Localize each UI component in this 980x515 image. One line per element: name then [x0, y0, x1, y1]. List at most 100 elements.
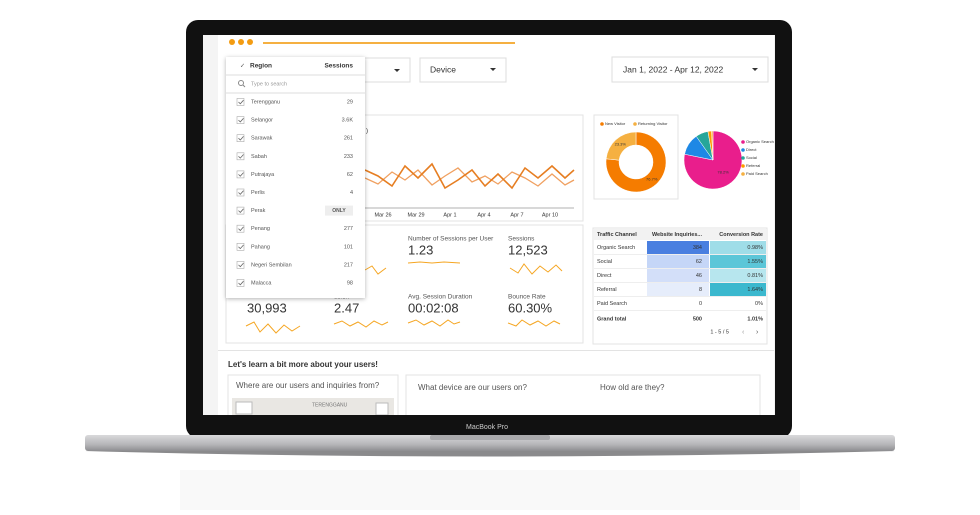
cell-bg: [710, 255, 766, 268]
legend-swatch: [741, 140, 745, 144]
sparkline: [507, 319, 561, 327]
table-cell: 46: [696, 273, 702, 279]
slice-label: 78.2%: [717, 169, 729, 174]
legend-swatch: [600, 122, 604, 126]
x-tick-label: Apr 4: [477, 212, 490, 218]
section-title: Let's learn a bit more about your users!: [228, 360, 378, 369]
legend-swatch: [741, 164, 745, 168]
check-mark: [238, 280, 244, 286]
search-input[interactable]: Type to search: [251, 81, 287, 87]
column-header: Traffic Channel: [597, 232, 637, 238]
sparkline: [364, 265, 387, 275]
checkbox[interactable]: [236, 98, 245, 106]
checkbox[interactable]: [236, 134, 245, 142]
metric-value: 30,993: [247, 300, 287, 315]
next-page[interactable]: ›: [756, 329, 759, 336]
x-tick-label: Apr 7: [510, 212, 523, 218]
legend-label: Social: [746, 155, 757, 160]
dot: [247, 39, 253, 45]
checkbox[interactable]: [236, 170, 245, 179]
prev-page[interactable]: ‹: [742, 329, 745, 336]
date-filter[interactable]: [611, 56, 769, 83]
device-filter-label: Device: [430, 64, 456, 74]
device-label: MacBook Pro: [466, 424, 508, 431]
series-line: [364, 162, 575, 190]
region-name: Perlis: [251, 190, 265, 196]
check-mark: [238, 244, 244, 250]
sparkline: [333, 320, 389, 328]
legend-label: New Visitor: [605, 121, 626, 126]
x-tick-label: Apr 10: [542, 212, 558, 218]
legend-label: Returning Visitor: [638, 121, 668, 126]
cell-bg: [647, 255, 709, 268]
location-button[interactable]: [235, 401, 253, 415]
cell-bg: [710, 297, 766, 310]
cell-bg: [710, 269, 766, 282]
slice-label: 76.7%: [646, 177, 658, 182]
check-mark: [238, 226, 244, 232]
region-name: Perak: [251, 208, 266, 214]
table-header: [594, 229, 766, 240]
check-mark: [238, 118, 244, 123]
arrow: [394, 69, 400, 72]
table-cell: Direct: [597, 273, 612, 279]
device-card-title: What device are our users on?: [418, 383, 527, 392]
table-cell: Organic Search: [597, 245, 635, 251]
region-name: Penang: [251, 226, 270, 232]
sparkline: [509, 263, 563, 275]
table-cell: 0.98%: [747, 245, 763, 251]
legend-label: Referral: [746, 163, 760, 168]
checkbox[interactable]: [236, 206, 245, 215]
legend-label: Organic Search: [746, 139, 774, 144]
device-filter[interactable]: [419, 57, 507, 83]
map-card-title: Where are our users and inquiries from?: [236, 381, 380, 390]
checkbox[interactable]: [236, 243, 245, 251]
checkbox[interactable]: [236, 261, 245, 269]
cell-bg: [647, 297, 709, 310]
only-button[interactable]: [325, 205, 353, 216]
reflection: [180, 470, 800, 510]
checkbox[interactable]: [236, 116, 245, 124]
date-range: Jan 1, 2022 - Apr 12, 2022: [623, 64, 723, 74]
base-edge: [85, 451, 895, 457]
fullscreen-button[interactable]: [375, 402, 389, 415]
checkbox[interactable]: [236, 188, 245, 197]
region-sessions: 98: [347, 280, 353, 286]
region-header: Region: [250, 63, 272, 70]
table-cell: 0%: [755, 301, 763, 307]
check-mark: [238, 208, 244, 213]
metric-value: 60.30%: [508, 300, 553, 315]
region-sessions: 277: [344, 226, 353, 232]
slice: [711, 130, 714, 161]
region-sessions: 29: [347, 99, 353, 105]
sparkline: [407, 319, 461, 327]
check-mark: [238, 172, 244, 177]
metric-value: 00:02:08: [408, 300, 459, 315]
device-card: [405, 374, 761, 415]
dot: [229, 39, 235, 45]
check-mark: [238, 154, 244, 159]
map-label: TERENGGANU: [312, 402, 348, 408]
legend-swatch: [633, 122, 637, 126]
legend-label: Paid Search: [746, 171, 768, 176]
region-name: Pahang: [251, 244, 270, 250]
total-cell: Grand total: [597, 316, 627, 322]
table-cell: Paid Search: [597, 301, 627, 307]
region-name: Putrajaya: [251, 172, 275, 178]
column-header: Website Inquiries...: [652, 232, 702, 238]
slice: [605, 131, 637, 161]
line-chart-panel: [344, 114, 584, 222]
table-cell: 8: [699, 287, 702, 293]
table-cell: 0: [699, 301, 702, 307]
notch: [430, 435, 550, 440]
checkbox[interactable]: [236, 279, 245, 287]
checkbox[interactable]: [236, 152, 245, 161]
metric-value: 1.23: [408, 242, 433, 257]
column-header: Conversion Rate: [719, 232, 763, 238]
table-cell: Social: [597, 259, 612, 265]
laptop-base: [85, 435, 895, 451]
axis-fragment: ): [366, 129, 368, 135]
legend-swatch: [741, 148, 745, 152]
region-name: Selangor: [251, 118, 273, 124]
checkbox[interactable]: [236, 224, 245, 233]
